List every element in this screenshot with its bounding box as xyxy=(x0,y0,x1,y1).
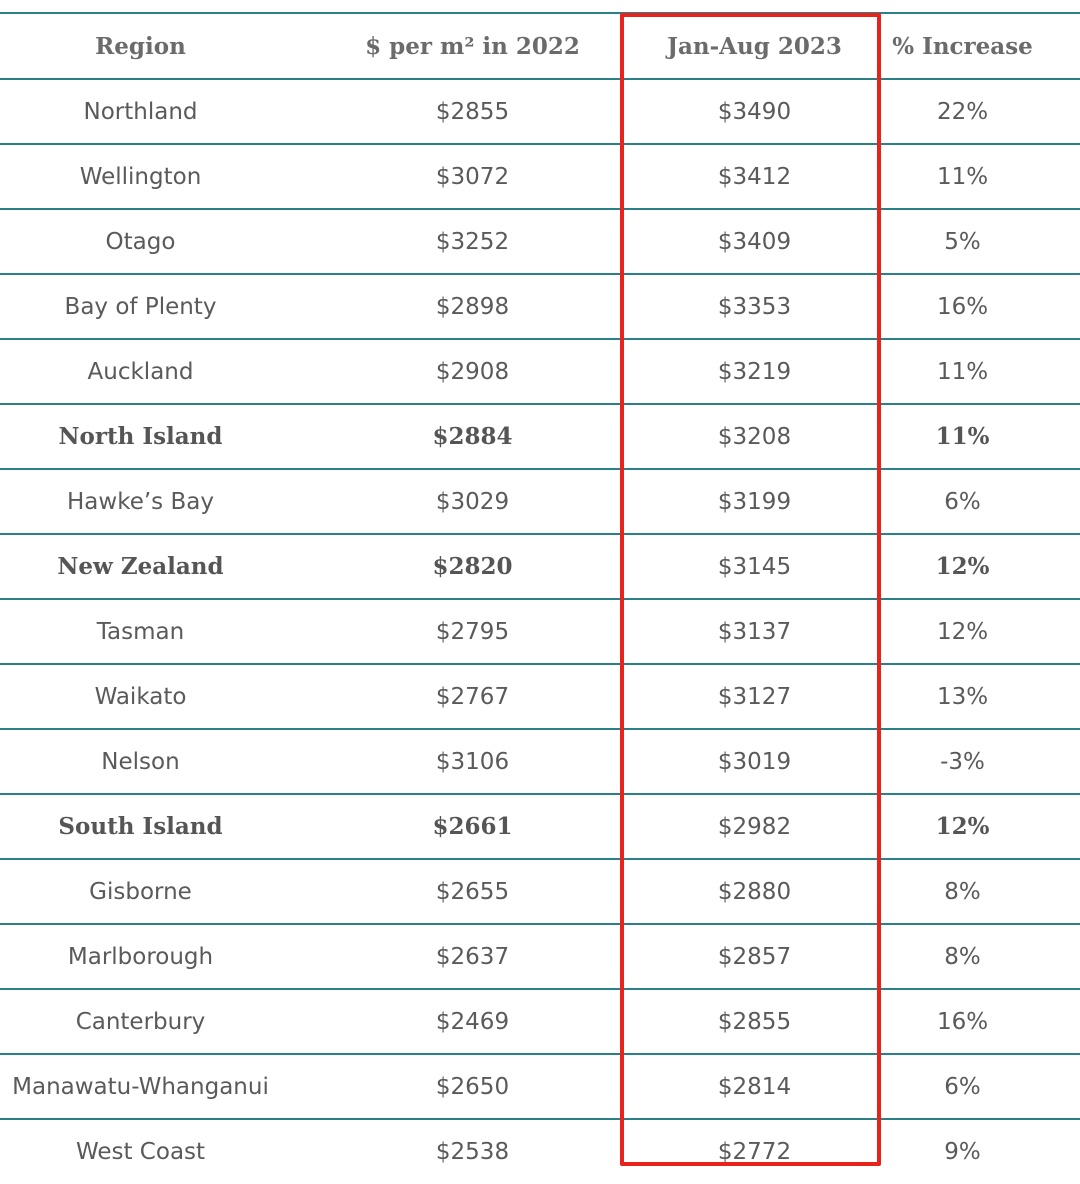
cell-increase: 11% xyxy=(845,338,1080,404)
cell-jan-aug-2023: $3412 xyxy=(664,143,845,209)
cell-price-2022: $2538 xyxy=(281,1118,664,1184)
cell-region: Canterbury xyxy=(0,988,281,1054)
table-body: Northland $2855 $3490 22% Wellington $3072 $34… xyxy=(0,78,1080,1184)
header-jan-aug-2023: Jan-Aug 2023 xyxy=(664,12,845,79)
table-row: Wellington $3072 $3412 11% xyxy=(0,143,1080,209)
cell-increase: 12% xyxy=(845,598,1080,664)
cell-price-2022: $2469 xyxy=(281,988,664,1054)
cell-increase: 16% xyxy=(845,988,1080,1054)
cell-increase: 12% xyxy=(845,533,1080,599)
cell-price-2022: $3252 xyxy=(281,208,664,274)
cell-jan-aug-2023: $2855 xyxy=(664,988,845,1054)
cell-increase: 12% xyxy=(845,793,1080,859)
cell-jan-aug-2023: $3409 xyxy=(664,208,845,274)
header-row: Region $ per m² in 2022 Jan-Aug 2023 % I… xyxy=(0,12,1080,79)
cell-increase: 8% xyxy=(845,858,1080,924)
cell-increase: 5% xyxy=(845,208,1080,274)
cell-price-2022: $2655 xyxy=(281,858,664,924)
table-row: Northland $2855 $3490 22% xyxy=(0,78,1080,144)
cell-region: South Island xyxy=(0,793,281,859)
cell-increase: -3% xyxy=(845,728,1080,794)
cell-price-2022: $3106 xyxy=(281,728,664,794)
table-row: Nelson $3106 $3019 -3% xyxy=(0,728,1080,794)
cell-price-2022: $3072 xyxy=(281,143,664,209)
cell-price-2022: $2908 xyxy=(281,338,664,404)
header-increase: % Increase xyxy=(845,12,1080,79)
cell-region: Waikato xyxy=(0,663,281,729)
table-row: South Island $2661 $2982 12% xyxy=(0,793,1080,859)
price-table: Region $ per m² in 2022 Jan-Aug 2023 % I… xyxy=(0,12,1080,1184)
cell-jan-aug-2023: $3199 xyxy=(664,468,845,534)
cell-jan-aug-2023: $3127 xyxy=(664,663,845,729)
table-row: Bay of Plenty $2898 $3353 16% xyxy=(0,273,1080,339)
cell-increase: 22% xyxy=(845,78,1080,144)
cell-region: West Coast xyxy=(0,1118,281,1184)
cell-jan-aug-2023: $3208 xyxy=(664,403,845,469)
cell-increase: 16% xyxy=(845,273,1080,339)
cell-price-2022: $2767 xyxy=(281,663,664,729)
cell-region: Wellington xyxy=(0,143,281,209)
cell-price-2022: $2884 xyxy=(281,403,664,469)
cell-increase: 11% xyxy=(845,403,1080,469)
table-row: West Coast $2538 $2772 9% xyxy=(0,1118,1080,1184)
table-row: New Zealand $2820 $3145 12% xyxy=(0,533,1080,599)
cell-jan-aug-2023: $3219 xyxy=(664,338,845,404)
cell-price-2022: $2855 xyxy=(281,78,664,144)
header-region: Region xyxy=(0,12,281,79)
cell-increase: 6% xyxy=(845,468,1080,534)
cell-jan-aug-2023: $2772 xyxy=(664,1118,845,1184)
table-row: Gisborne $2655 $2880 8% xyxy=(0,858,1080,924)
cell-jan-aug-2023: $2814 xyxy=(664,1053,845,1119)
cell-price-2022: $3029 xyxy=(281,468,664,534)
cell-price-2022: $2898 xyxy=(281,273,664,339)
cell-region: Otago xyxy=(0,208,281,274)
cell-region: Manawatu-Whanganui xyxy=(0,1053,281,1119)
cell-price-2022: $2795 xyxy=(281,598,664,664)
table-row: Hawke’s Bay $3029 $3199 6% xyxy=(0,468,1080,534)
table-row: Otago $3252 $3409 5% xyxy=(0,208,1080,274)
cell-jan-aug-2023: $3137 xyxy=(664,598,845,664)
cell-increase: 8% xyxy=(845,923,1080,989)
cell-increase: 13% xyxy=(845,663,1080,729)
cell-price-2022: $2661 xyxy=(281,793,664,859)
table-row: North Island $2884 $3208 11% xyxy=(0,403,1080,469)
cell-region: Hawke’s Bay xyxy=(0,468,281,534)
cell-region: North Island xyxy=(0,403,281,469)
cell-increase: 11% xyxy=(845,143,1080,209)
cell-region: Gisborne xyxy=(0,858,281,924)
table-row: Manawatu-Whanganui $2650 $2814 6% xyxy=(0,1053,1080,1119)
cell-jan-aug-2023: $3145 xyxy=(664,533,845,599)
cell-price-2022: $2820 xyxy=(281,533,664,599)
cell-jan-aug-2023: $3019 xyxy=(664,728,845,794)
table-row: Tasman $2795 $3137 12% xyxy=(0,598,1080,664)
cell-increase: 9% xyxy=(845,1118,1080,1184)
cell-jan-aug-2023: $2857 xyxy=(664,923,845,989)
cell-region: Marlborough xyxy=(0,923,281,989)
cell-region: Bay of Plenty xyxy=(0,273,281,339)
cell-region: Nelson xyxy=(0,728,281,794)
cell-jan-aug-2023: $2880 xyxy=(664,858,845,924)
cell-price-2022: $2650 xyxy=(281,1053,664,1119)
cell-jan-aug-2023: $3490 xyxy=(664,78,845,144)
table-row: Auckland $2908 $3219 11% xyxy=(0,338,1080,404)
cell-region: Auckland xyxy=(0,338,281,404)
cell-increase: 6% xyxy=(845,1053,1080,1119)
cell-region: Tasman xyxy=(0,598,281,664)
table-row: Canterbury $2469 $2855 16% xyxy=(0,988,1080,1054)
header-price-2022: $ per m² in 2022 xyxy=(281,12,664,79)
table-row: Marlborough $2637 $2857 8% xyxy=(0,923,1080,989)
cell-price-2022: $2637 xyxy=(281,923,664,989)
cell-jan-aug-2023: $3353 xyxy=(664,273,845,339)
table-row: Waikato $2767 $3127 13% xyxy=(0,663,1080,729)
cell-region: New Zealand xyxy=(0,533,281,599)
cell-region: Northland xyxy=(0,78,281,144)
cell-jan-aug-2023: $2982 xyxy=(664,793,845,859)
